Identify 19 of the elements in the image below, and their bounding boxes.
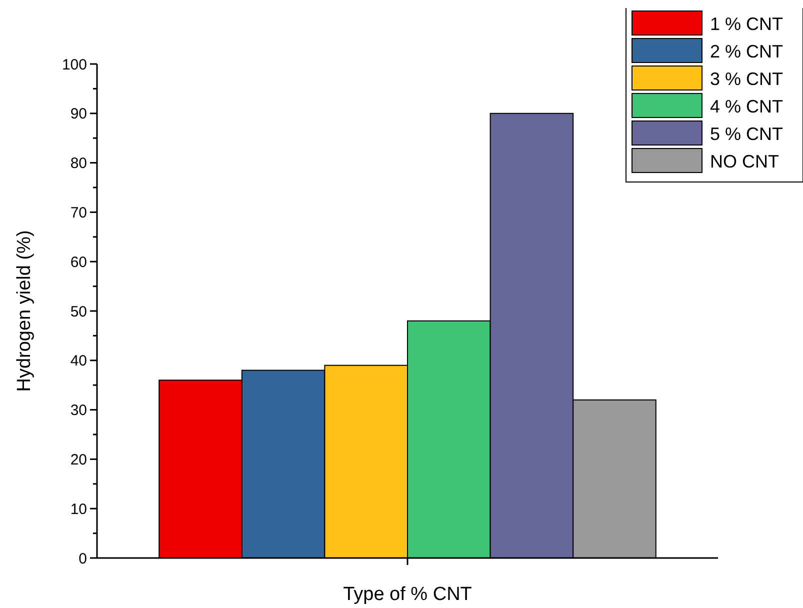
legend-label: 2 % CNT	[710, 42, 784, 62]
y-tick-label: 0	[78, 550, 87, 568]
legend-label: 3 % CNT	[710, 69, 784, 89]
y-tick-label: 10	[70, 500, 87, 518]
y-tick-label: 90	[70, 106, 87, 123]
y-tick-label: 100	[62, 56, 87, 74]
y-tick-label: 70	[70, 204, 87, 222]
y-tick-label: 60	[70, 254, 87, 271]
y-tick-label: 30	[70, 402, 87, 420]
legend-label: 5 % CNT	[710, 124, 784, 144]
legend-label: 1 % CNT	[710, 14, 784, 34]
legend-label: 4 % CNT	[710, 96, 784, 116]
legend-label: NO CNT	[710, 152, 779, 172]
y-tick-label: 50	[70, 303, 87, 320]
y-tick-label: 20	[70, 451, 87, 468]
x-axis-title: Type of % CNT	[343, 584, 472, 605]
y-axis-title: Hydrogen yield (%)	[14, 230, 35, 392]
y-tick-label: 40	[70, 352, 87, 370]
y-tick-label: 80	[70, 155, 87, 172]
